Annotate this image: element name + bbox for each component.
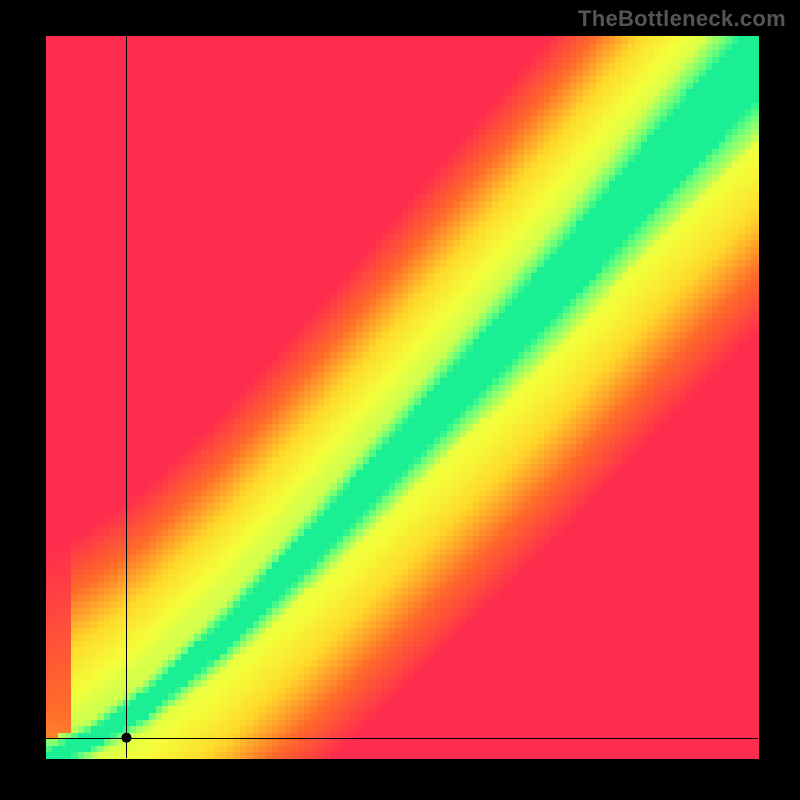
heatmap-canvas [0, 0, 800, 800]
figure-container: TheBottleneck.com [0, 0, 800, 800]
watermark-label: TheBottleneck.com [578, 6, 786, 32]
